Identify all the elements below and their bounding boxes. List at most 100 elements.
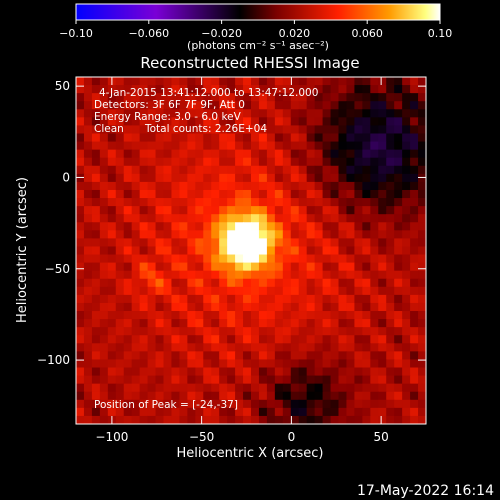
image-pixel [402,165,411,175]
image-pixel [410,319,419,328]
image-pixel [386,351,395,361]
image-pixel [115,319,125,328]
image-pixel [258,157,268,167]
image-pixel [235,93,244,102]
image-pixel [346,181,355,191]
image-pixel [314,214,324,223]
image-pixel [76,206,85,215]
image-pixel [187,141,196,151]
image-pixel [322,238,332,248]
image-pixel [322,181,332,191]
image-pixel [362,343,371,352]
image-pixel [338,117,348,127]
image-pixel [298,173,308,183]
image-pixel [330,375,340,385]
image-pixel [290,335,300,344]
image-pixel [99,85,109,94]
image-pixel [394,294,403,304]
image-pixel [394,351,403,361]
image-pixel [251,198,260,207]
image-pixel [322,246,332,256]
image-pixel [163,294,173,304]
image-pixel [211,302,220,312]
image-pixel [219,311,228,320]
image-pixel [211,407,220,417]
image-pixel [274,415,284,424]
image-pixel [330,230,340,239]
image-pixel [346,270,355,280]
image-pixel [258,141,268,151]
image-pixel [306,399,316,409]
image-pixel [386,302,395,312]
image-pixel [219,246,228,256]
image-pixel [219,375,228,385]
image-pixel [251,214,260,223]
image-pixel [107,198,117,207]
image-pixel [203,189,212,199]
image-pixel [131,198,141,207]
image-pixel [274,125,284,135]
image-pixel [306,383,316,393]
image-pixel [378,407,387,417]
image-pixel [346,359,355,369]
image-pixel [203,343,212,352]
image-pixel [195,189,204,199]
image-pixel [378,262,387,272]
image-pixel [235,343,244,352]
image-pixel [386,198,395,207]
image-pixel [410,311,419,320]
image-pixel [171,206,180,215]
image-pixel [123,302,133,312]
image-pixel [290,101,300,110]
image-pixel [115,85,125,94]
image-pixel [155,327,165,336]
image-pixel [76,311,85,320]
image-pixel [227,383,236,393]
image-pixel [266,181,276,191]
image-pixel [410,391,419,401]
image-pixel [346,101,355,110]
image-pixel [203,230,212,239]
image-pixel [306,222,316,231]
image-pixel [243,85,252,94]
image-pixel [219,286,228,296]
image-pixel [338,222,348,231]
image-pixel [99,214,109,223]
image-pixel [394,93,403,102]
image-pixel [298,359,308,369]
image-pixel [187,85,196,94]
image-pixel [266,101,276,110]
image-pixel [298,319,308,328]
image-pixel [163,391,173,401]
image-pixel [123,157,133,167]
image-pixel [235,351,244,361]
image-pixel [147,327,157,336]
image-pixel [171,286,180,296]
image-pixel [386,391,395,401]
image-pixel [139,254,149,264]
image-pixel [282,77,292,86]
image-pixel [147,375,157,385]
detectors-info: Detectors: 3F 6F 7F 9F, Att 0 [94,99,245,111]
image-pixel [362,278,371,288]
image-pixel [123,311,133,320]
image-pixel [274,367,284,377]
image-pixel [187,206,196,215]
image-pixel [147,93,157,102]
image-pixel [418,391,426,401]
image-pixel [171,117,180,127]
image-pixel [298,117,308,127]
image-pixel [346,125,355,135]
image-pixel [99,327,109,336]
image-pixel [274,383,284,393]
image-pixel [274,198,284,207]
image-pixel [163,133,173,143]
image-pixel [314,254,324,264]
image-pixel [282,157,292,167]
image-pixel [314,278,324,288]
image-pixel [410,77,419,86]
image-pixel [251,391,260,401]
image-pixel [378,391,387,401]
image-pixel [314,238,324,248]
image-pixel [306,157,316,167]
